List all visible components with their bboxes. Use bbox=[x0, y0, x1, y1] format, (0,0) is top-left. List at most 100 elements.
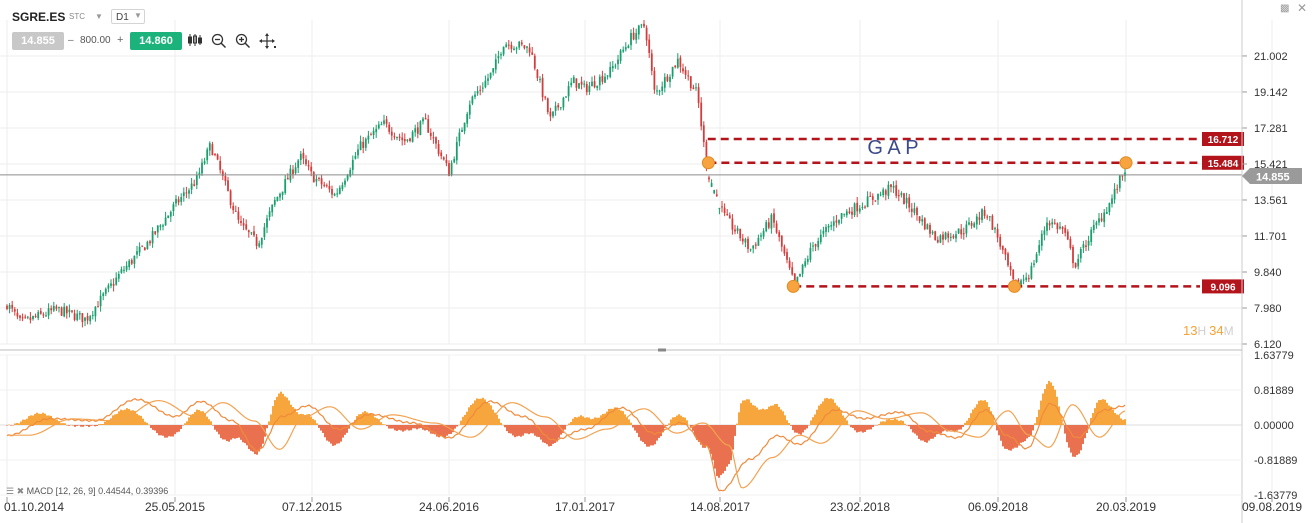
macd-histogram-bar bbox=[1044, 388, 1046, 425]
macd-histogram-bar bbox=[356, 416, 358, 425]
candle-body bbox=[585, 84, 588, 93]
candle-body bbox=[973, 223, 976, 227]
macd-histogram-bar bbox=[670, 419, 672, 425]
macd-histogram-bar bbox=[334, 425, 336, 446]
candle-body bbox=[957, 228, 960, 234]
macd-histogram-bar bbox=[924, 425, 926, 442]
candle-body bbox=[151, 231, 154, 244]
macd-histogram-bar bbox=[430, 425, 432, 434]
macd-histogram-bar bbox=[858, 425, 860, 432]
candle-body bbox=[500, 54, 502, 56]
candle-body bbox=[871, 196, 874, 200]
sell-price-button[interactable]: 14.855 bbox=[12, 32, 64, 50]
macd-histogram-bar bbox=[526, 425, 528, 434]
candle-body bbox=[1100, 218, 1103, 221]
candle-body bbox=[115, 277, 118, 285]
candle-body bbox=[676, 58, 679, 68]
timeframe-select[interactable]: D1 bbox=[111, 9, 145, 24]
macd-legend[interactable]: ☰ ✖ MACD [12, 26, 9] 0.44544, 0.39396 bbox=[6, 486, 168, 497]
macd-histogram-bar bbox=[1062, 423, 1064, 425]
collapse-icon[interactable]: ▩ bbox=[1280, 3, 1290, 14]
date-tick-label: 01.10.2014 bbox=[4, 500, 64, 514]
candle-body bbox=[1092, 224, 1095, 231]
level-marker[interactable] bbox=[701, 156, 715, 170]
candles-icon[interactable] bbox=[187, 33, 203, 50]
macd-histogram-bar bbox=[1008, 425, 1010, 451]
price-axis: 21.002 19.142 17.281 15.421 13.561 11.701 9.84… bbox=[1241, 0, 1288, 523]
menu-icon[interactable]: ☰ bbox=[6, 486, 15, 496]
macd-histogram-bar bbox=[546, 425, 548, 445]
zoom-out-icon[interactable] bbox=[211, 33, 227, 52]
candle-body bbox=[52, 306, 55, 311]
macd-histogram-bar bbox=[676, 415, 678, 425]
timeframe-chevron-down-icon[interactable]: ▼ bbox=[134, 11, 142, 20]
candle-body bbox=[658, 90, 661, 92]
close-icon[interactable]: ✕ bbox=[1297, 1, 1308, 15]
macd-histogram-bar bbox=[774, 404, 776, 425]
candle-body bbox=[617, 59, 619, 65]
candle-body bbox=[214, 154, 216, 156]
macd-histogram-bar bbox=[1118, 415, 1120, 425]
macd-histogram-bar bbox=[18, 423, 20, 425]
macd-histogram-bar bbox=[338, 425, 340, 444]
macd-histogram-bar bbox=[500, 422, 502, 425]
macd-histogram-bar bbox=[726, 425, 728, 467]
macd-histogram-bar bbox=[496, 414, 498, 425]
candle-body bbox=[851, 211, 853, 215]
macd-histogram-bar bbox=[900, 420, 902, 425]
candle-body bbox=[806, 258, 809, 262]
macd-histogram-bar bbox=[736, 423, 738, 425]
candle-body bbox=[718, 208, 721, 210]
macd-histogram-bar bbox=[860, 425, 862, 432]
candle-body bbox=[557, 105, 560, 108]
macd-histogram-bar bbox=[272, 406, 274, 425]
macd-histogram-bar bbox=[246, 425, 248, 446]
candle-body bbox=[591, 81, 593, 87]
macd-histogram-bar bbox=[408, 425, 410, 431]
macd-histogram-bar bbox=[1038, 409, 1040, 425]
volume-decrease-button[interactable]: – bbox=[68, 35, 74, 46]
macd-histogram-bar bbox=[90, 425, 92, 426]
symbol-label[interactable]: SGRE.ES bbox=[12, 10, 66, 24]
candle-body bbox=[193, 184, 196, 186]
crosshair-icon[interactable] bbox=[259, 33, 277, 52]
level-marker[interactable] bbox=[1119, 156, 1133, 170]
candle-body bbox=[645, 27, 648, 41]
macd-histogram-bar bbox=[278, 393, 280, 425]
candle-body bbox=[78, 313, 81, 315]
candle-body bbox=[201, 162, 203, 174]
macd-histogram-bar bbox=[768, 406, 770, 425]
level-marker[interactable] bbox=[786, 279, 800, 293]
class-chevron-down-icon[interactable]: ▼ bbox=[95, 12, 103, 21]
candle-body bbox=[224, 175, 227, 182]
candle-body bbox=[390, 131, 393, 136]
candle-body bbox=[1059, 226, 1061, 229]
volume-input[interactable]: 800.00 bbox=[80, 35, 111, 46]
macd-histogram-bar bbox=[1058, 406, 1060, 425]
remove-indicator-icon[interactable]: ✖ bbox=[16, 486, 25, 496]
macd-histogram-bar bbox=[150, 425, 152, 429]
macd-histogram-bar bbox=[528, 425, 530, 435]
macd-histogram-bar bbox=[20, 421, 22, 425]
macd-histogram-bar bbox=[840, 411, 842, 425]
volume-increase-button[interactable]: + bbox=[117, 34, 124, 46]
candle-body bbox=[1001, 245, 1004, 250]
zoom-in-icon[interactable] bbox=[235, 33, 251, 52]
candle-body bbox=[133, 255, 136, 264]
candle-body bbox=[302, 152, 305, 159]
macd-histogram-bar bbox=[1124, 419, 1126, 425]
macd-histogram-bar bbox=[590, 419, 592, 425]
macd-histogram-bar bbox=[240, 425, 242, 440]
level-marker[interactable] bbox=[1007, 279, 1021, 293]
candle-body bbox=[232, 205, 235, 211]
macd-histogram-bar bbox=[420, 425, 422, 428]
candle-body bbox=[26, 316, 29, 318]
candle-body bbox=[630, 33, 632, 46]
buy-price-button[interactable]: 14.860 bbox=[130, 32, 182, 50]
candle-body bbox=[622, 49, 625, 52]
countdown: 13H 34M bbox=[1183, 323, 1234, 338]
candle-body bbox=[206, 149, 209, 161]
candle-body bbox=[778, 232, 781, 238]
